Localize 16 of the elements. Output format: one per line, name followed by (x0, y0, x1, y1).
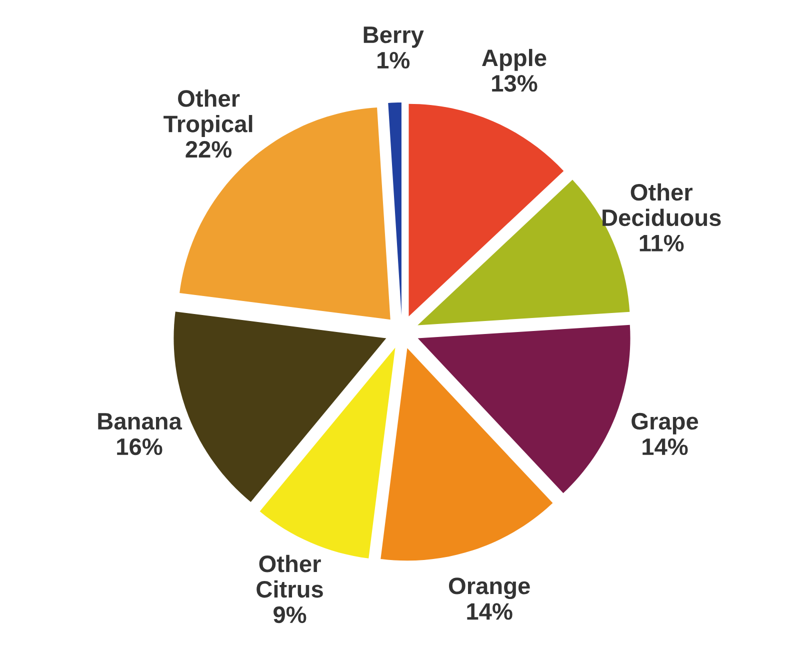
data-label: 11% (640, 234, 684, 252)
slice-label: Other Tropical (164, 90, 252, 137)
data-label: 13% (492, 74, 538, 92)
data-label: 9% (274, 606, 306, 624)
slice-label: Berry (364, 26, 424, 48)
slice-label: Banana (98, 413, 182, 430)
data-label: 1% (378, 52, 410, 69)
slice-label: Orange (448, 578, 530, 600)
slice-label: Other Citrus (256, 554, 323, 598)
slice-label: Other Deciduous (602, 183, 721, 226)
data-label: 16% (117, 438, 162, 456)
data-label: 14% (642, 438, 688, 456)
slice-label: Grape (632, 412, 698, 434)
data-label: 14% (467, 603, 512, 620)
data-label: 22% (186, 141, 232, 158)
slice-label: Apple (482, 48, 546, 71)
